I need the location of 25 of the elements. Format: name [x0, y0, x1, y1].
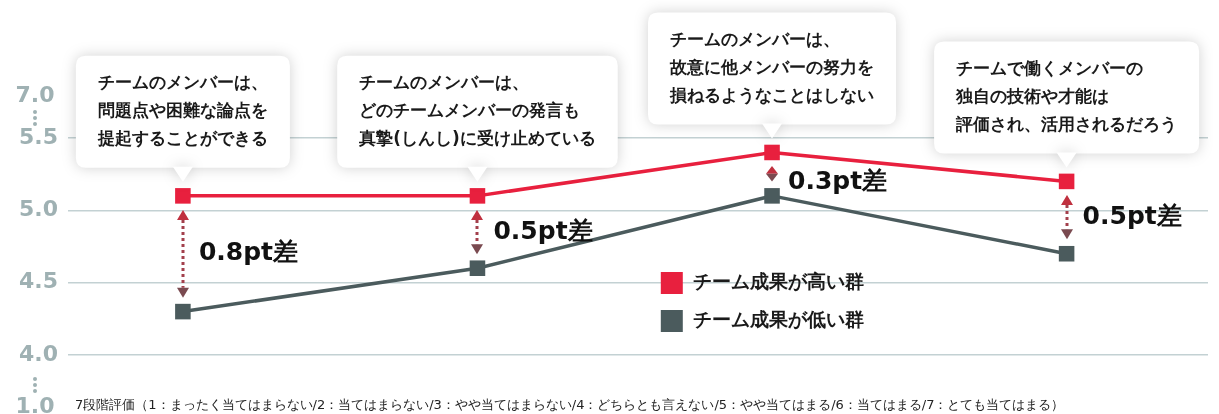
point [175, 303, 191, 320]
point [1058, 173, 1075, 190]
annotation: 0.3pt差 [788, 165, 888, 195]
point [175, 188, 191, 204]
point [1058, 245, 1075, 262]
legend-label: チーム成果が高い群 [692, 269, 864, 292]
text: チームのメンバーは、故意に他メンバーの努力を損ねるようなことはしない [669, 28, 875, 105]
legend-label: チーム成果が低い群 [692, 307, 864, 330]
y-tick-label: 4.5 [19, 268, 58, 294]
text: 1.0 [15, 392, 55, 414]
y-tick-label: 5.5 [19, 123, 58, 149]
point [764, 144, 780, 161]
point [469, 260, 486, 276]
y-tick-label: 5.0 [19, 196, 58, 222]
annotation: 0.5pt差 [493, 215, 593, 245]
text: チームで働くメンバーの独自の技術や才能は評価され、活用されるだろう [955, 57, 1178, 134]
annotation: 0.8pt差 [198, 237, 299, 267]
point [469, 188, 486, 204]
point [764, 188, 780, 204]
annotation: チームのメンバーは、どのチームメンバーの発言も真摯(しんし)に受け止めている [358, 72, 596, 149]
annotation: 0.5pt差 [1082, 201, 1182, 231]
text: 7段階評価（1：まったく当てはまらない/2：当てはまらない/3：やや当てはまらない/4：どちらとも言えない/5：やや当てはまる/6：当てはまる/7：とても当てはまる） [75, 397, 1065, 413]
text: 7.0 [15, 81, 55, 107]
annotation: チームのメンバーは、問題点や困難な論点を提起することができる [96, 72, 268, 149]
y-tick-label: 4.0 [19, 340, 58, 366]
